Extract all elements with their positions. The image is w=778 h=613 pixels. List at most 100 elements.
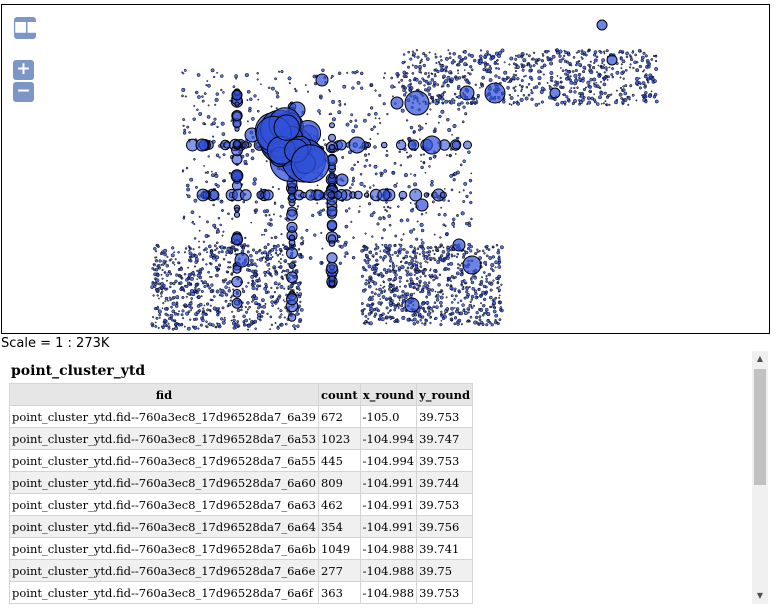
cluster-point[interactable] bbox=[469, 315, 473, 319]
cluster-point[interactable] bbox=[403, 284, 407, 288]
cluster-point[interactable] bbox=[383, 254, 387, 259]
cluster-point[interactable] bbox=[223, 318, 226, 322]
cluster-point[interactable] bbox=[622, 85, 625, 88]
cluster-point[interactable] bbox=[175, 295, 180, 300]
cluster-point[interactable] bbox=[348, 136, 366, 154]
cluster-point[interactable] bbox=[222, 280, 226, 284]
cluster-point[interactable] bbox=[269, 295, 273, 299]
cluster-point[interactable] bbox=[180, 313, 184, 317]
cluster-point[interactable] bbox=[385, 210, 389, 213]
cluster-point[interactable] bbox=[578, 91, 582, 96]
cluster-point[interactable] bbox=[211, 170, 213, 173]
cluster-point[interactable] bbox=[584, 53, 588, 57]
cluster-point[interactable] bbox=[381, 236, 384, 240]
cluster-point[interactable] bbox=[394, 318, 399, 323]
cluster-point[interactable] bbox=[541, 52, 544, 56]
cluster-point[interactable] bbox=[217, 309, 220, 312]
cluster-point[interactable] bbox=[360, 249, 364, 253]
cluster-point[interactable] bbox=[427, 291, 432, 296]
cluster-point[interactable] bbox=[376, 132, 379, 135]
cluster-point[interactable] bbox=[379, 284, 382, 287]
cluster-point[interactable] bbox=[489, 64, 492, 67]
cluster-point[interactable] bbox=[525, 85, 529, 89]
cluster-point[interactable] bbox=[160, 325, 164, 328]
cluster-point[interactable] bbox=[397, 205, 400, 208]
cluster-point[interactable] bbox=[277, 307, 280, 310]
cluster-point[interactable] bbox=[469, 249, 473, 253]
cluster-point[interactable] bbox=[215, 289, 220, 294]
cluster-point[interactable] bbox=[457, 76, 462, 80]
cluster-point[interactable] bbox=[407, 261, 412, 266]
cluster-point[interactable] bbox=[378, 313, 383, 318]
cluster-point[interactable] bbox=[241, 246, 246, 250]
cluster-point[interactable] bbox=[297, 281, 302, 286]
cluster-point[interactable] bbox=[351, 179, 355, 183]
cluster-point[interactable] bbox=[216, 228, 220, 231]
cluster-point[interactable] bbox=[230, 296, 232, 299]
cluster-point[interactable] bbox=[269, 257, 273, 261]
cluster-point[interactable] bbox=[456, 102, 461, 107]
cluster-point[interactable] bbox=[472, 58, 477, 63]
cluster-point[interactable] bbox=[215, 241, 219, 245]
cluster-point[interactable] bbox=[229, 99, 232, 102]
cluster-point[interactable] bbox=[581, 57, 584, 60]
cluster-point[interactable] bbox=[476, 321, 479, 324]
cluster-point[interactable] bbox=[437, 121, 440, 124]
cluster-point[interactable] bbox=[534, 61, 538, 64]
cluster-point[interactable] bbox=[432, 305, 436, 309]
cluster-point[interactable] bbox=[271, 256, 274, 258]
cluster-point[interactable] bbox=[329, 90, 331, 93]
cluster-point[interactable] bbox=[426, 82, 430, 86]
cluster-point[interactable] bbox=[234, 252, 250, 268]
cluster-point[interactable] bbox=[260, 251, 264, 255]
cluster-point[interactable] bbox=[430, 288, 435, 292]
cluster-point[interactable] bbox=[392, 293, 397, 298]
cluster-point[interactable] bbox=[484, 263, 488, 266]
cluster-point[interactable] bbox=[163, 271, 167, 274]
cluster-point[interactable] bbox=[320, 231, 323, 234]
cluster-point[interactable] bbox=[255, 287, 259, 291]
cluster-point[interactable] bbox=[551, 54, 556, 59]
cluster-point[interactable] bbox=[484, 65, 487, 69]
cluster-point[interactable] bbox=[418, 245, 421, 248]
cluster-point[interactable] bbox=[487, 69, 491, 74]
cluster-point[interactable] bbox=[206, 308, 210, 312]
cluster-point[interactable] bbox=[219, 265, 222, 267]
cluster-point[interactable] bbox=[653, 79, 657, 83]
cluster-point[interactable] bbox=[429, 269, 432, 272]
cluster-point[interactable] bbox=[252, 177, 257, 182]
cluster-point[interactable] bbox=[201, 310, 204, 313]
cluster-point[interactable] bbox=[231, 245, 236, 250]
cluster-point[interactable] bbox=[227, 261, 230, 264]
cluster-point[interactable] bbox=[256, 315, 261, 320]
cluster-point[interactable] bbox=[467, 223, 472, 228]
cluster-point[interactable] bbox=[207, 155, 210, 158]
cluster-point[interactable] bbox=[450, 306, 454, 311]
cluster-point[interactable] bbox=[382, 280, 385, 283]
cluster-point[interactable] bbox=[409, 292, 414, 297]
cluster-point[interactable] bbox=[493, 306, 497, 310]
cluster-point[interactable] bbox=[621, 51, 624, 55]
cluster-point[interactable] bbox=[424, 79, 429, 84]
cluster-point[interactable] bbox=[462, 285, 465, 288]
cluster-point[interactable] bbox=[431, 72, 434, 76]
cluster-point[interactable] bbox=[460, 211, 465, 216]
cluster-point[interactable] bbox=[372, 211, 376, 215]
cluster-point[interactable] bbox=[164, 296, 169, 301]
cluster-point[interactable] bbox=[496, 286, 499, 290]
cluster-point[interactable] bbox=[283, 316, 286, 319]
cluster-point[interactable] bbox=[168, 325, 171, 328]
cluster-point[interactable] bbox=[263, 270, 267, 275]
cluster-point[interactable] bbox=[328, 133, 336, 142]
cluster-point[interactable] bbox=[486, 50, 489, 54]
cluster-point[interactable] bbox=[375, 258, 379, 263]
cluster-point[interactable] bbox=[445, 70, 448, 73]
cluster-point[interactable] bbox=[294, 268, 299, 273]
cluster-point[interactable] bbox=[170, 253, 175, 258]
cluster-point[interactable] bbox=[179, 323, 184, 327]
cluster-point[interactable] bbox=[646, 61, 650, 65]
cluster-point[interactable] bbox=[427, 250, 432, 254]
cluster-point[interactable] bbox=[652, 54, 655, 58]
cluster-point[interactable] bbox=[553, 97, 557, 102]
cluster-point[interactable] bbox=[235, 322, 239, 326]
